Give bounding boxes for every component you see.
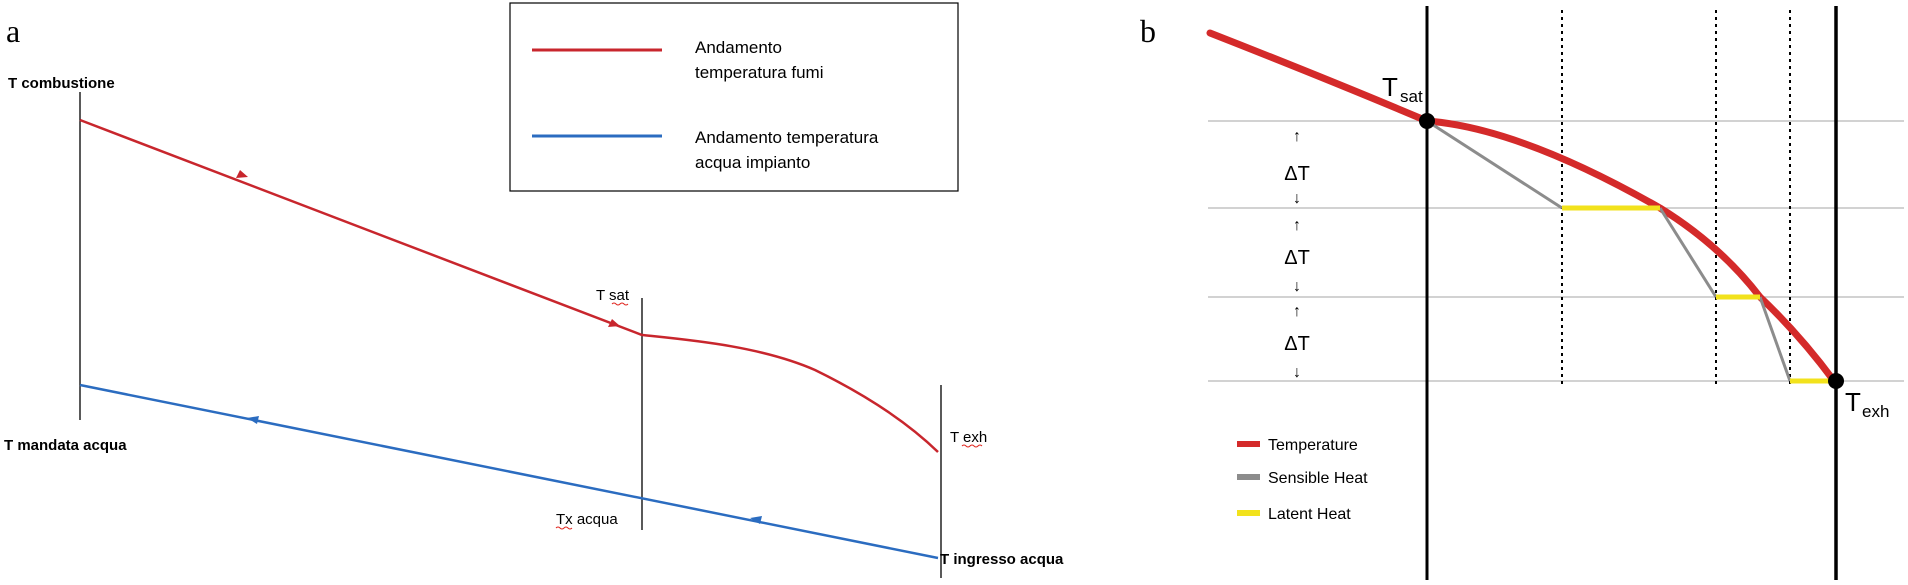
label-t-combustion: T combustione [8,75,115,92]
water-temperature-curve [79,383,939,560]
sensible-heat-3 [1758,296,1792,382]
sensible-heat-segments [1426,119,1792,382]
t-sat-point [1419,113,1435,129]
legend-water-line1: Andamento temperatura [695,128,879,147]
delta-t-2: ΔT [1284,247,1310,269]
panel-b: b [1140,6,1904,580]
legend-box [509,2,959,192]
label-t-exh: T exh [950,429,987,446]
flue-arrow-1 [236,170,248,178]
delta-arrow-up-2: ↑ [1293,217,1301,234]
panel-b-legend: Temperature Sensible Heat Latent Heat [1237,437,1368,523]
spellcheck-underline-exh [961,444,983,448]
panel-b-letter: b [1140,13,1156,49]
latent-heat-segments [1562,205,1834,384]
delta-t-1: ΔT [1284,163,1310,185]
label-t-sat: T sat [596,287,630,304]
legend-water-line2: acqua impianto [695,153,810,172]
panel-a: a Andamento temperatura fumi Andamento t… [4,2,1064,578]
label-t-water-inlet: T ingresso acqua [940,551,1064,568]
label-t-exh-main: T [1845,387,1861,417]
panel-b-grid [1208,120,1904,382]
flue-arrow-2 [608,319,620,327]
delta-arrow-up-3: ↑ [1293,303,1301,320]
legend-flue-line2: temperatura fumi [695,63,824,82]
water-arrow-2 [750,516,762,524]
delta-t-3: ΔT [1284,333,1310,355]
legend-temperature-label: Temperature [1268,437,1358,454]
delta-arrow-down-3: ↓ [1293,364,1301,381]
delta-arrow-up-1: ↑ [1293,128,1301,145]
delta-arrow-down-2: ↓ [1293,278,1301,295]
sensible-heat-2 [1658,207,1718,298]
legend-sensible-label: Sensible Heat [1268,470,1368,487]
water-arrow-1 [247,416,259,424]
panel-b-dotted-lines [1561,10,1791,385]
spellcheck-underline-sat [611,302,629,306]
label-t-exh-sub: exh [1862,402,1889,421]
spellcheck-underline-tx [555,526,573,530]
t-exh-point [1828,373,1844,389]
panel-a-letter: a [6,13,20,49]
label-tx-water: Tx acqua [556,511,618,528]
delta-arrow-down-1: ↓ [1293,190,1301,207]
label-t-sat-sub: sat [1400,87,1423,106]
temperature-curve [1206,29,1838,385]
delta-t-annotations: ↑ ΔT ↓ ↑ ΔT ↓ ↑ ΔT ↓ [1284,128,1310,381]
sensible-heat-1 [1426,119,1563,210]
panel-a-legend: Andamento temperatura fumi Andamento tem… [509,2,959,192]
flue-temperature-curve [79,118,939,453]
legend-latent-label: Latent Heat [1268,506,1351,523]
legend-flue-line1: Andamento [695,38,782,57]
label-t-sat-main: T [1382,72,1398,102]
label-t-supply-water: T mandata acqua [4,437,127,454]
